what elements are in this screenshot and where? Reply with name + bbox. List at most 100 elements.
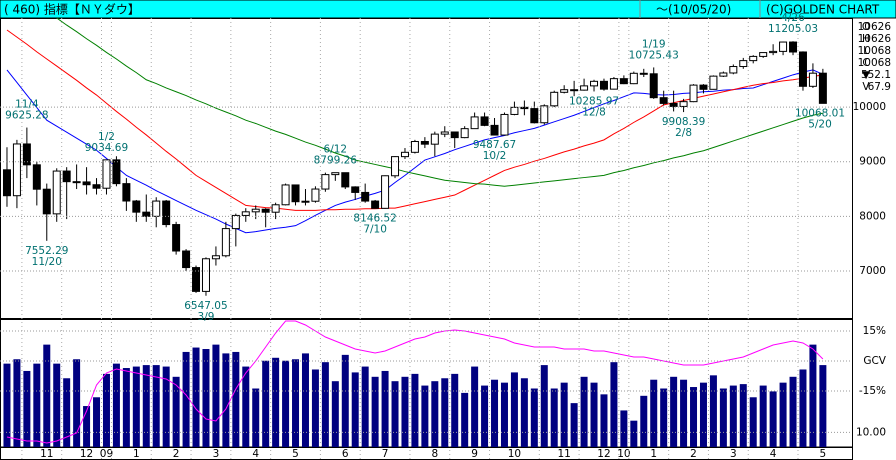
candle-body <box>271 204 280 213</box>
line-series <box>6 29 823 211</box>
volume-bar <box>262 360 270 447</box>
volume-bar <box>13 359 21 447</box>
annotation-value: 9034.69 <box>85 142 128 154</box>
annotation-date: 5/20 <box>808 118 832 130</box>
volume-bar <box>192 347 200 447</box>
volume-bar <box>361 366 369 447</box>
candle-body <box>211 255 220 260</box>
candle-body <box>749 55 758 62</box>
candle-body <box>371 200 380 209</box>
annotation-date: 1/2 <box>98 131 115 143</box>
quote-label: L <box>863 45 869 57</box>
volume-bar <box>491 379 499 447</box>
volume-tick-label: 10.00 <box>856 426 886 438</box>
y-tick-label: 10000 <box>853 101 886 113</box>
quote-value: 67.9 <box>868 81 891 93</box>
volume-bar <box>500 382 508 447</box>
candle-body <box>12 143 21 197</box>
candle-body <box>82 181 91 186</box>
volume-bar <box>660 388 668 447</box>
volume-bar <box>819 365 827 447</box>
volume-bar <box>341 354 349 447</box>
volume-bar <box>391 381 399 447</box>
candle-body <box>639 72 648 75</box>
volume-bar <box>272 357 280 447</box>
candle-body <box>759 52 768 57</box>
candle-body <box>241 211 250 216</box>
annotation-date: 10/2 <box>483 150 507 162</box>
x-tick-label: 12 <box>80 448 93 460</box>
candle-body <box>689 84 698 103</box>
annotation-value: 10725.43 <box>629 49 679 61</box>
annotation-date: 1/19 <box>642 38 666 50</box>
volume-bar <box>351 372 359 447</box>
candle-body <box>679 101 688 107</box>
header-title: ( 460) 指標【ＮＹダウ】 <box>4 2 140 17</box>
candle-body <box>261 208 270 213</box>
candle-body <box>410 140 419 153</box>
annotation-date: 6/12 <box>324 144 348 156</box>
volume-bar <box>739 384 747 447</box>
y-tick-label: 7000 <box>859 265 886 277</box>
quote-label: ▼ <box>862 69 871 81</box>
annotation-date: 4/26 <box>781 12 805 24</box>
candle-body <box>729 66 738 74</box>
candle-body <box>520 106 529 110</box>
x-tick-label: 2 <box>690 448 697 460</box>
volume-bar <box>83 406 91 447</box>
candle-body <box>570 89 579 92</box>
candle-body <box>102 159 111 189</box>
candle-body <box>480 116 489 126</box>
volume-bar <box>222 353 230 447</box>
volume-bar <box>471 366 479 447</box>
quote-value: 10626 <box>858 33 892 45</box>
annotation-date: 7/10 <box>363 223 387 235</box>
volume-bar <box>690 387 698 447</box>
candle-body <box>619 78 628 85</box>
line-series <box>6 320 824 444</box>
candle-body <box>490 124 499 136</box>
volume-bar <box>122 368 130 447</box>
volume-bar <box>292 359 300 447</box>
volume-bar <box>331 381 339 447</box>
volume-bar <box>699 382 707 447</box>
volume-bar <box>301 353 309 447</box>
candle-body <box>500 113 509 136</box>
candle-body <box>321 174 330 190</box>
volume-bar <box>779 382 787 447</box>
volume-bar <box>530 388 538 447</box>
x-tick-label: 2 <box>173 448 180 460</box>
volume-bar <box>53 363 61 447</box>
candle-body <box>62 170 71 183</box>
quote-value: 10068 <box>858 57 891 69</box>
candle-body <box>142 211 151 217</box>
x-tick-label: 10 <box>617 448 630 460</box>
candle-body <box>699 84 708 90</box>
x-tick-label: 4 <box>770 448 777 460</box>
gcv-tick-label: GCV <box>863 355 886 367</box>
x-tick-label: 11 <box>557 448 570 460</box>
annotation-value: 9487.67 <box>473 139 516 151</box>
x-tick-label: 09 <box>100 448 113 460</box>
y-tick-label: 9000 <box>859 156 886 168</box>
candle-body <box>530 108 539 124</box>
candle-body <box>609 78 618 90</box>
volume-bar <box>242 366 250 447</box>
candle-body <box>779 41 788 52</box>
quote-label: C <box>862 57 869 69</box>
lower-panel <box>3 320 827 447</box>
candle-body <box>580 85 589 91</box>
quote-label: H <box>862 33 870 45</box>
volume-bar <box>719 388 727 447</box>
volume-bar <box>202 349 210 447</box>
candle-body <box>470 116 479 130</box>
quote-value: 10626 <box>858 21 892 33</box>
candle-body <box>590 80 599 87</box>
candle-body <box>152 200 161 217</box>
candle-body <box>669 102 678 107</box>
volume-bar <box>580 376 588 447</box>
volume-bar <box>142 365 150 447</box>
annotation-value: 7552.29 <box>25 245 68 257</box>
candle-body <box>172 224 181 252</box>
